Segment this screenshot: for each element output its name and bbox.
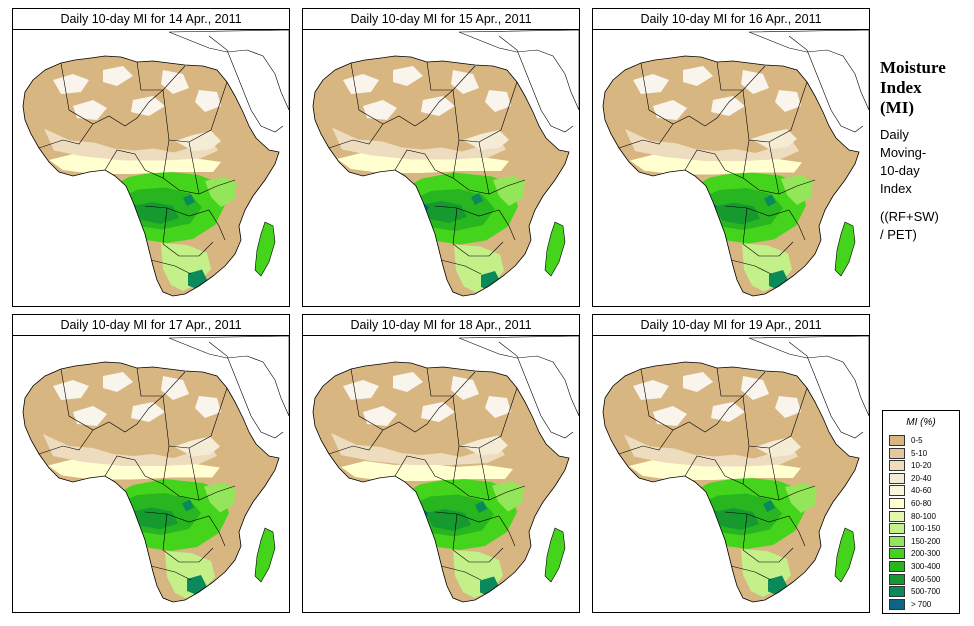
- legend-item: 300-400: [889, 561, 955, 572]
- color-legend: MI (%) 0-5 5-10 10-20 20-40 40-60 60-80 80-100…: [882, 410, 960, 614]
- legend-swatch: [889, 447, 905, 459]
- legend-item: 150-200: [889, 535, 955, 547]
- legend-swatch: [889, 535, 905, 547]
- legend-label: 20-40: [911, 473, 932, 483]
- map-panel-apr-16: Daily 10-day MI for 16 Apr., 2011: [592, 8, 870, 307]
- index-subtitle: Daily Moving- 10-day Index: [880, 127, 927, 196]
- legend-swatch: [889, 435, 905, 446]
- legend-item: 10-20: [889, 460, 955, 472]
- map-panel-apr-19: Daily 10-day MI for 19 Apr., 2011: [592, 314, 870, 613]
- legend-item: 20-40: [889, 472, 955, 484]
- legend-label: 500-700: [911, 587, 941, 597]
- map-panel-apr-14: Daily 10-day MI for 14 Apr., 2011: [12, 8, 290, 307]
- map-frame: [302, 335, 580, 613]
- legend-item: 60-80: [889, 498, 955, 509]
- panel-title: Daily 10-day MI for 14 Apr., 2011: [12, 8, 290, 30]
- legend-item: 80-100: [889, 510, 955, 522]
- africa-map: [312, 336, 579, 603]
- legend-swatch: [889, 498, 905, 509]
- map-frame: [592, 335, 870, 613]
- panel-title: Daily 10-day MI for 15 Apr., 2011: [302, 8, 580, 30]
- legend-item: 5-10: [889, 447, 955, 459]
- legend-label: 40-60: [911, 486, 932, 496]
- legend-label: > 700: [911, 599, 932, 609]
- africa-map: [602, 30, 869, 297]
- map-frame: [592, 29, 870, 307]
- legend-label: 150-200: [911, 536, 941, 546]
- index-formula: ((RF+SW) / PET): [880, 209, 939, 242]
- map-panel-apr-17: Daily 10-day MI for 17 Apr., 2011: [12, 314, 290, 613]
- africa-map: [22, 336, 289, 603]
- panel-title: Daily 10-day MI for 17 Apr., 2011: [12, 314, 290, 336]
- legend-item: 500-700: [889, 586, 955, 598]
- legend-label: 200-300: [911, 549, 941, 559]
- legend-item: 400-500: [889, 573, 955, 585]
- legend-swatch: [889, 472, 905, 484]
- legend-swatch: [889, 510, 905, 522]
- legend-label: 300-400: [911, 562, 941, 571]
- legend-swatch: [889, 561, 905, 572]
- africa-map: [602, 336, 869, 603]
- africa-map: [22, 30, 289, 297]
- legend-item: 100-150: [889, 523, 955, 535]
- map-panel-apr-15: Daily 10-day MI for 15 Apr., 2011: [302, 8, 580, 307]
- index-title: Moisture Index (MI): [880, 58, 946, 117]
- legend-label: 0-5: [911, 436, 923, 445]
- legend-swatch: [889, 523, 905, 535]
- legend-item: 200-300: [889, 548, 955, 560]
- legend-swatch: [889, 586, 905, 598]
- legend-item: > 700: [889, 598, 955, 610]
- africa-map: [312, 30, 579, 297]
- legend-label: 100-150: [911, 524, 941, 534]
- legend-item: 40-60: [889, 485, 955, 497]
- panel-title: Daily 10-day MI for 19 Apr., 2011: [592, 314, 870, 336]
- map-frame: [12, 335, 290, 613]
- legend-label: 10-20: [911, 461, 932, 471]
- index-description: Moisture Index (MI) Daily Moving- 10-day…: [880, 58, 970, 244]
- map-panel-apr-18: Daily 10-day MI for 18 Apr., 2011: [302, 314, 580, 613]
- legend-label: 400-500: [911, 574, 941, 584]
- panel-title: Daily 10-day MI for 16 Apr., 2011: [592, 8, 870, 30]
- legend-label: 60-80: [911, 499, 932, 508]
- map-frame: [12, 29, 290, 307]
- legend-swatch: [889, 548, 905, 560]
- legend-swatch: [889, 598, 905, 610]
- legend-swatch: [889, 460, 905, 472]
- legend-label: 5-10: [911, 448, 928, 458]
- map-frame: [302, 29, 580, 307]
- legend-title: MI (%): [906, 417, 936, 428]
- legend-item: 0-5: [889, 435, 955, 446]
- legend-label: 80-100: [911, 511, 936, 521]
- panel-title: Daily 10-day MI for 18 Apr., 2011: [302, 314, 580, 336]
- legend-swatch: [889, 485, 905, 497]
- legend-swatch: [889, 573, 905, 585]
